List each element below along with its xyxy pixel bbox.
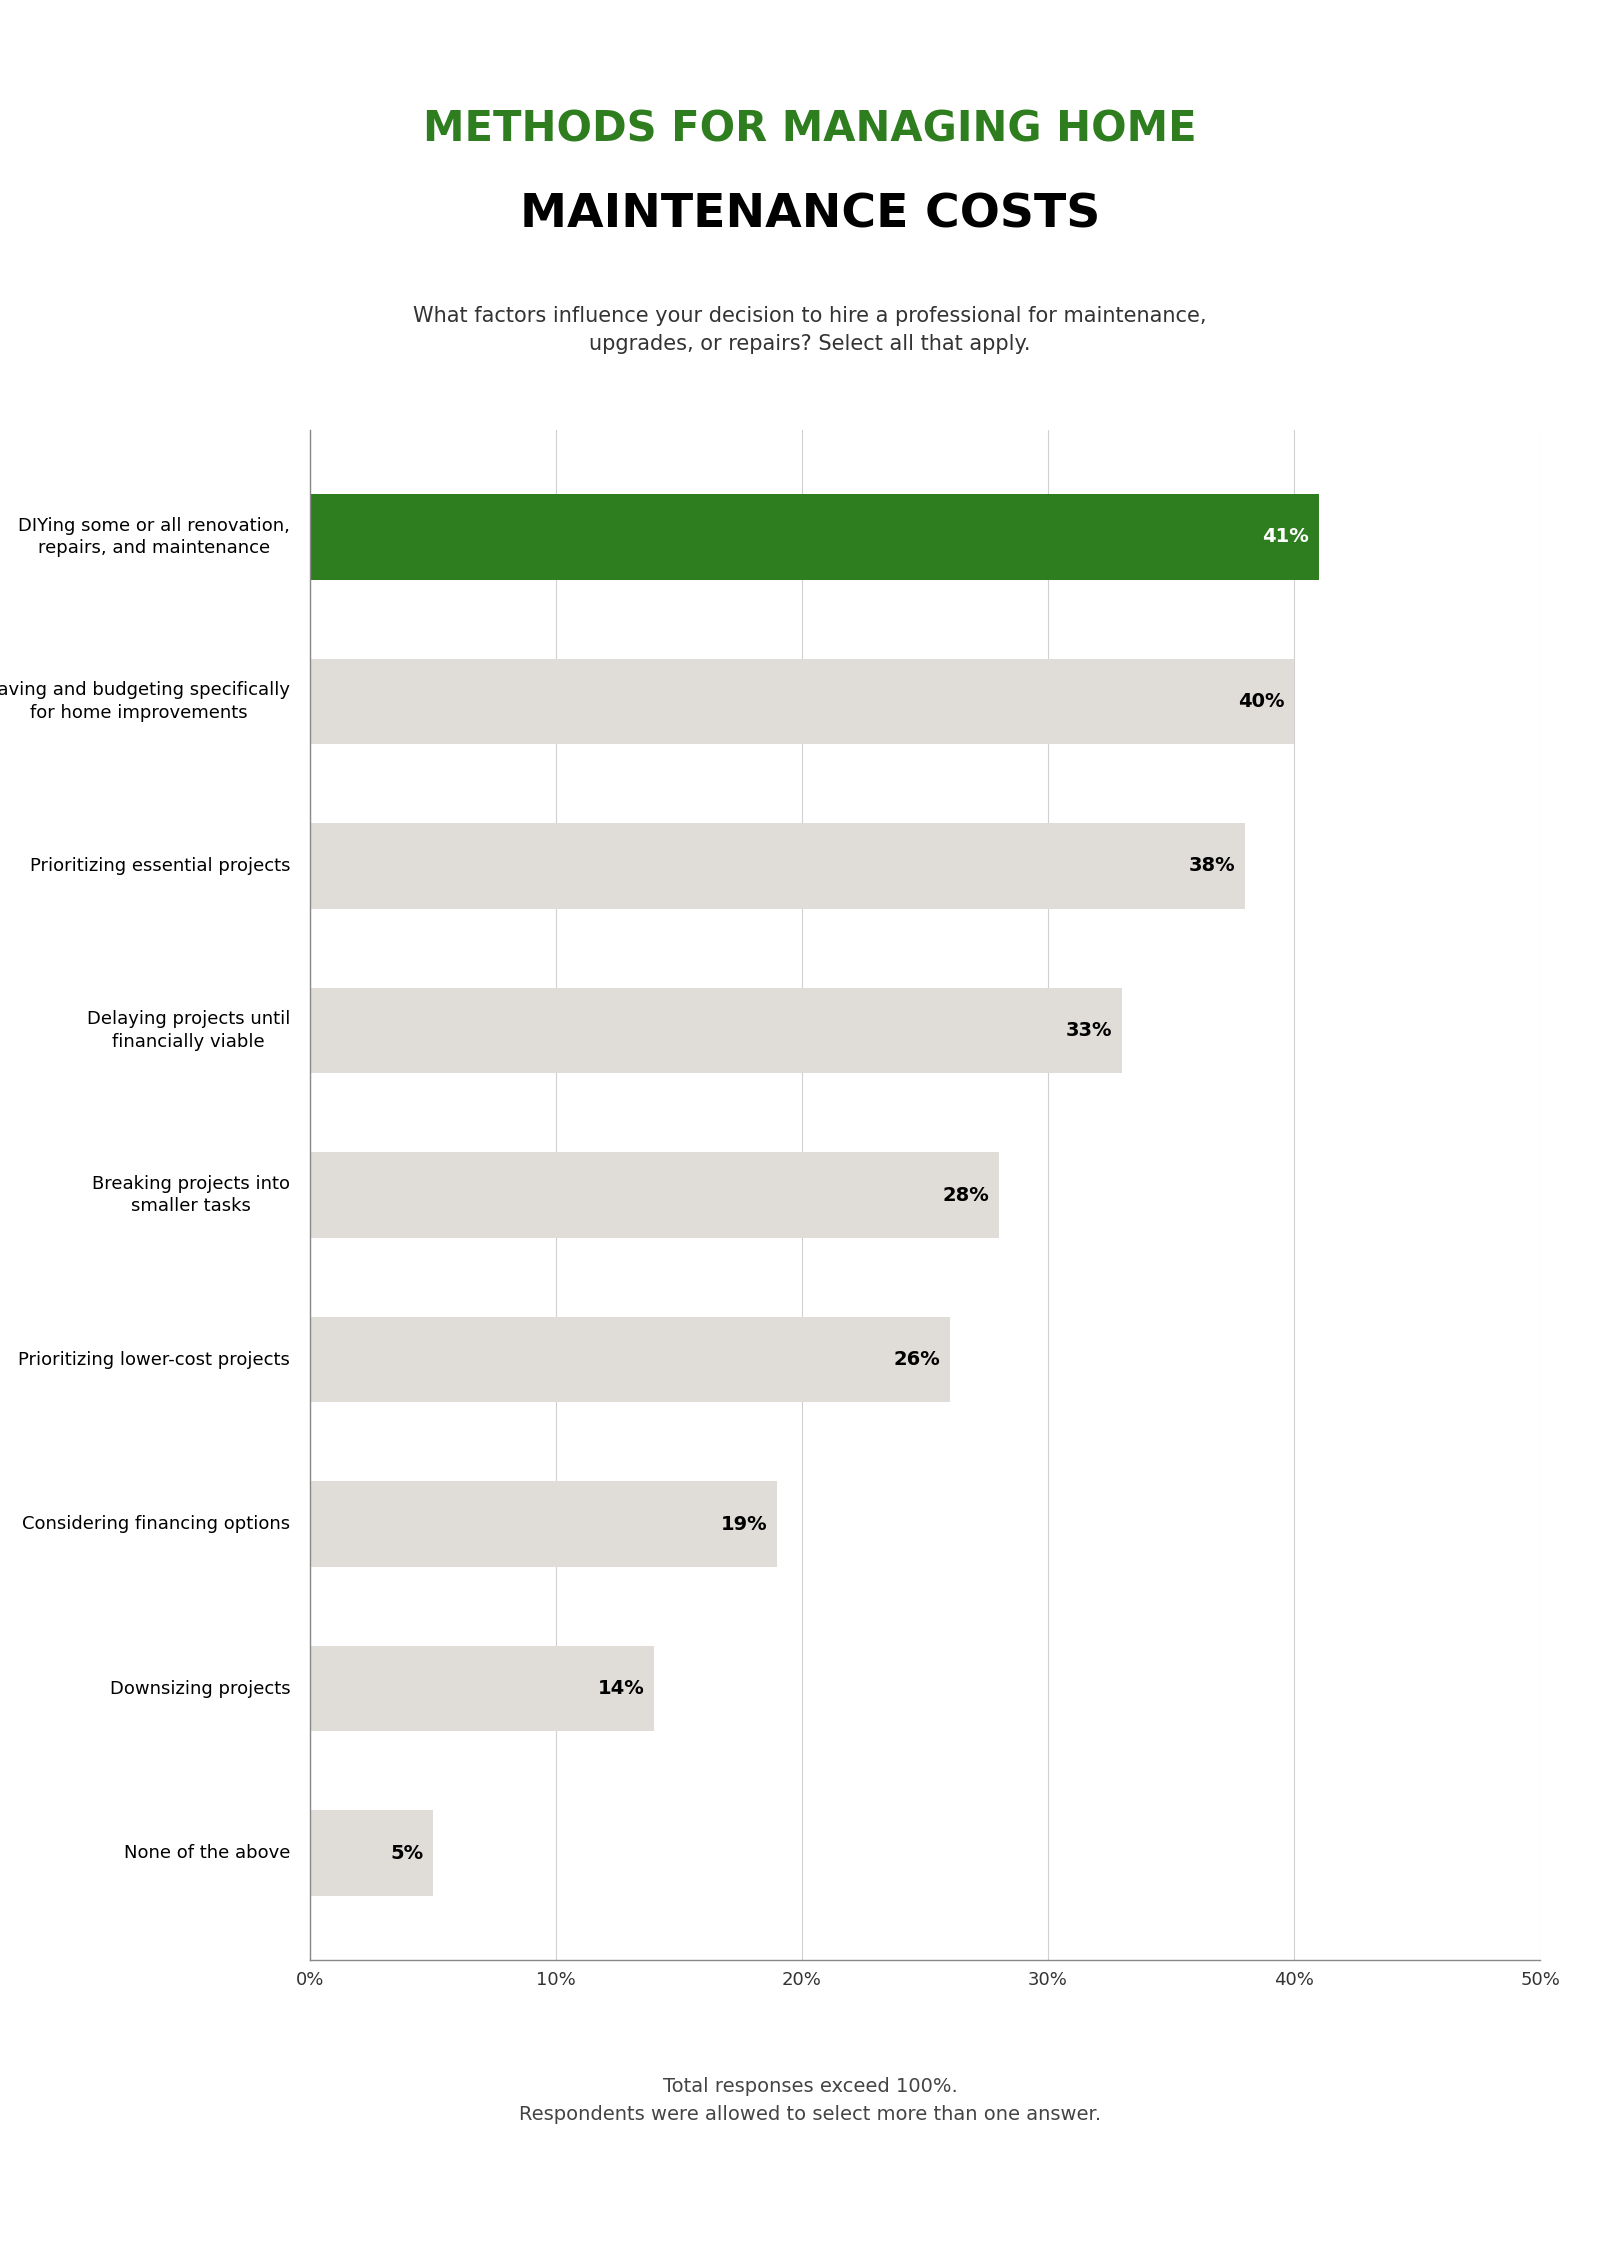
Text: 38%: 38% (1189, 856, 1234, 876)
Bar (309, 1152, 1000, 1238)
Text: 14%: 14% (598, 1680, 645, 1698)
Text: 28%: 28% (943, 1186, 988, 1204)
Text: Breaking projects into
smaller tasks: Breaking projects into smaller tasks (92, 1175, 290, 1215)
Text: None of the above: None of the above (125, 1844, 290, 1862)
Bar (309, 824, 1244, 910)
Bar (309, 1646, 654, 1732)
Text: Considering financing options: Considering financing options (23, 1516, 290, 1534)
Text: 33%: 33% (1066, 1022, 1111, 1040)
Bar (309, 1810, 433, 1896)
Bar (309, 1482, 778, 1568)
Text: 40%: 40% (1238, 692, 1285, 712)
Text: 19%: 19% (721, 1514, 768, 1534)
Bar (309, 494, 1319, 579)
Text: Downsizing projects: Downsizing projects (110, 1680, 290, 1698)
Text: 5%: 5% (390, 1844, 423, 1862)
Text: Total responses exceed 100%.
Respondents were allowed to select more than one an: Total responses exceed 100%. Respondents… (518, 2078, 1102, 2122)
Text: 41%: 41% (1262, 528, 1309, 546)
Bar (309, 988, 1121, 1074)
Text: MAINTENANCE COSTS: MAINTENANCE COSTS (520, 193, 1100, 238)
Bar (309, 658, 1294, 743)
Text: What factors influence your decision to hire a professional for maintenance,
upg: What factors influence your decision to … (413, 305, 1207, 355)
Text: Delaying projects until
financially viable: Delaying projects until financially viab… (87, 1011, 290, 1051)
Text: Saving and budgeting specifically
for home improvements: Saving and budgeting specifically for ho… (0, 681, 290, 721)
Text: Prioritizing lower-cost projects: Prioritizing lower-cost projects (18, 1350, 290, 1368)
Bar (309, 1316, 949, 1402)
Text: Prioritizing essential projects: Prioritizing essential projects (29, 858, 290, 876)
Text: METHODS FOR MANAGING HOME: METHODS FOR MANAGING HOME (423, 110, 1197, 150)
Text: DIYing some or all renovation,
repairs, and maintenance: DIYing some or all renovation, repairs, … (18, 517, 290, 557)
Text: 26%: 26% (893, 1350, 940, 1370)
